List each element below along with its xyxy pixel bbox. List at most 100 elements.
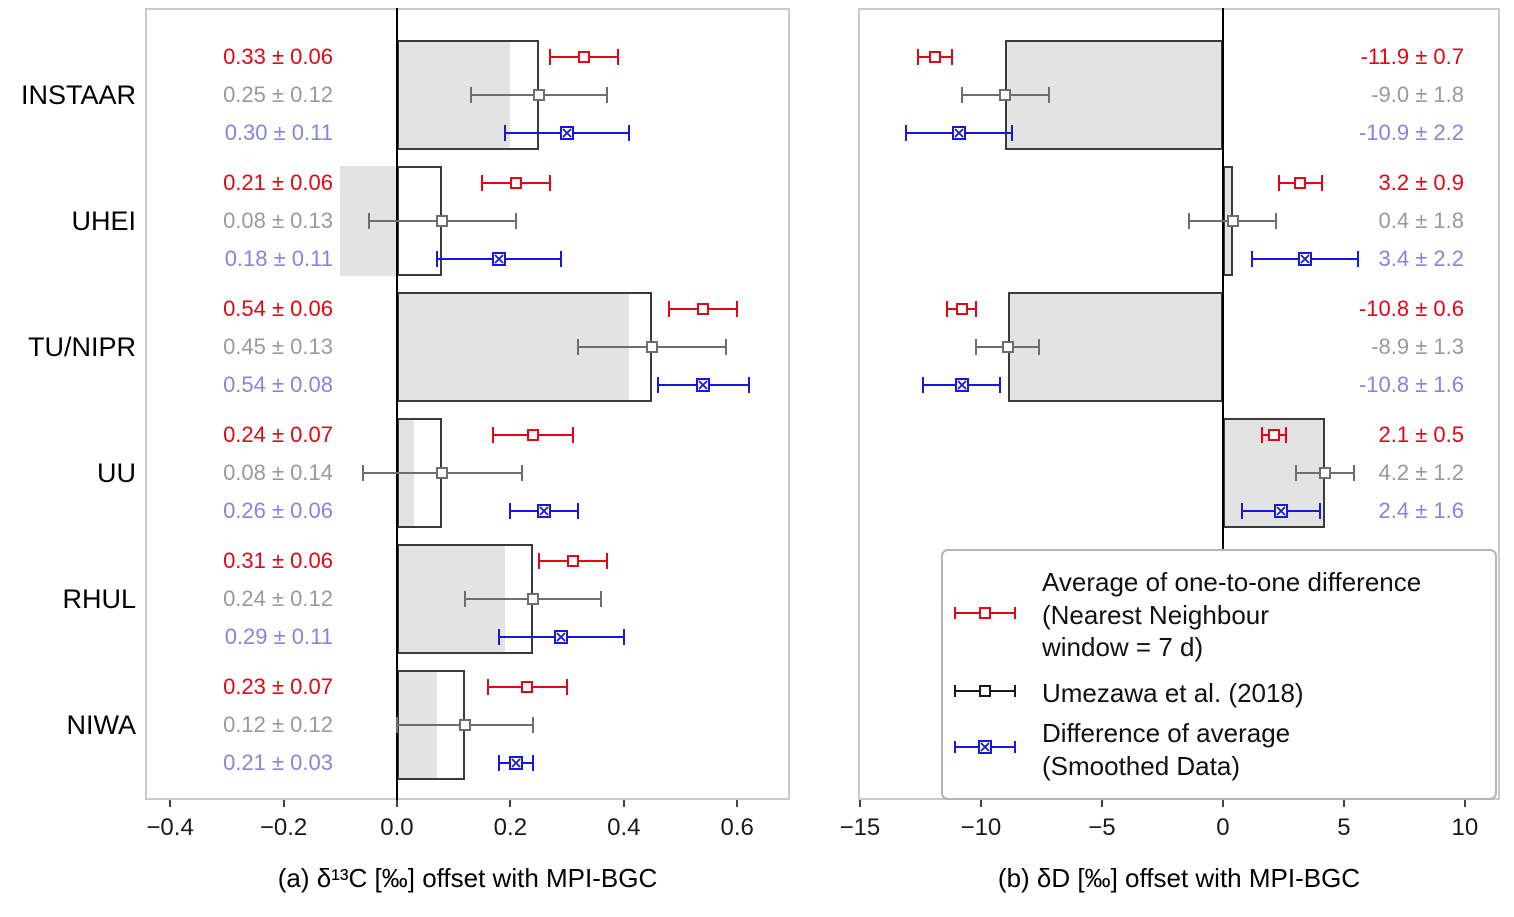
a-INSTAAR-umezawa-marker-square [532, 89, 545, 101]
axis-title-panel-a: (a) δ¹³C [‰] offset with MPI-BGC [277, 863, 658, 893]
a-RHUL-smoothed-errorbar-cap-lo [498, 629, 501, 645]
x-tick-a-2 [395, 800, 398, 807]
a-TU/NIPR-umezawa-marker-square [646, 341, 659, 353]
a-RHUL-umezawa-errorbar-cap-lo [464, 591, 466, 607]
a-INSTAAR-umezawa-errorbar-cap-lo [469, 87, 472, 103]
a-UHEI-umezawa-errorbar-cap-hi [515, 213, 518, 229]
b-INSTAAR-umezawa-errorbar-cap-lo [960, 87, 963, 103]
value-label-b-UHEI-smoothed: 3.4 ± 2.2 [1378, 246, 1464, 271]
y-label-NIWA: NIWA [66, 710, 137, 740]
x-tick-b-2 [1100, 800, 1103, 807]
bar-shaded-b-TU/NIPR [1007, 292, 1223, 402]
a-UU-nearest-marker-square [527, 429, 540, 441]
value-label-a-TU/NIPR-smoothed: 0.54 ± 0.08 [223, 372, 333, 397]
a-NIWA-smoothed-errorbar-cap-lo [498, 755, 501, 771]
legend-label-smoothed-line-2: (Smoothed Data) [1042, 751, 1240, 781]
x-tick-b-3 [1221, 800, 1224, 807]
y-label-TU/NIPR: TU/NIPR [28, 332, 136, 362]
x-tick-label-b-1: −10 [960, 814, 1002, 841]
b-TU/NIPR-nearest-errorbar-cap-hi [975, 301, 978, 317]
a-INSTAAR-nearest-errorbar-cap-lo [549, 49, 552, 65]
value-label-a-INSTAAR-nearest: 0.33 ± 0.06 [223, 44, 333, 69]
x-tick-label-b-5: 10 [1451, 814, 1479, 841]
zero-line-a [395, 8, 398, 800]
a-INSTAAR-nearest-errorbar-cap-hi [617, 49, 620, 65]
x-tick-label-a-5: 0.6 [720, 814, 754, 841]
legend-smoothed-errorbar-cap-hi [1014, 741, 1016, 753]
a-INSTAAR-nearest-marker-square [578, 51, 591, 63]
legend-umezawa-marker-square [979, 685, 991, 697]
b-UU-smoothed-errorbar-cap-lo [1241, 503, 1244, 519]
b-INSTAAR-nearest-marker-square [928, 51, 941, 63]
a-NIWA-nearest-errorbar-cap-hi [566, 679, 569, 695]
x-tick-a-0 [169, 800, 172, 807]
b-INSTAAR-nearest-errorbar-cap-hi [950, 49, 953, 65]
value-label-a-UHEI-umezawa: 0.08 ± 0.13 [223, 208, 333, 233]
legend-nearest-marker-square [979, 607, 991, 619]
x-tick-a-3 [509, 800, 512, 807]
y-label-UU: UU [97, 458, 136, 488]
b-UHEI-smoothed-errorbar-cap-hi [1357, 251, 1360, 267]
value-label-a-RHUL-smoothed: 0.29 ± 0.11 [224, 624, 333, 649]
a-RHUL-nearest-errorbar-cap-hi [605, 553, 608, 569]
b-UU-smoothed-errorbar-cap-hi [1318, 503, 1321, 519]
b-INSTAAR-umezawa-errorbar-cap-hi [1047, 87, 1050, 103]
a-NIWA-nearest-marker-square [521, 681, 534, 693]
value-label-a-NIWA-nearest: 0.23 ± 0.07 [223, 674, 333, 699]
a-UU-smoothed-errorbar-cap-hi [577, 503, 580, 519]
x-tick-a-5 [736, 800, 739, 807]
a-NIWA-smoothed-marker-x-square [509, 756, 524, 770]
value-label-a-UU-nearest: 0.24 ± 0.07 [223, 422, 333, 447]
x-tick-label-b-0: −15 [839, 814, 881, 841]
x-tick-label-b-3: 0 [1216, 814, 1230, 841]
value-label-a-UU-umezawa: 0.08 ± 0.14 [223, 460, 333, 485]
a-INSTAAR-umezawa-errorbar-cap-hi [605, 87, 608, 103]
b-TU/NIPR-nearest-errorbar-cap-lo [946, 301, 949, 317]
a-UHEI-smoothed-errorbar-cap-lo [435, 251, 438, 267]
y-label-INSTAAR: INSTAAR [20, 80, 136, 110]
a-UU-umezawa-errorbar-cap-lo [361, 465, 364, 481]
x-tick-a-4 [622, 800, 625, 807]
b-INSTAAR-smoothed-errorbar-cap-hi [1011, 125, 1014, 141]
a-RHUL-smoothed-errorbar-cap-hi [622, 629, 625, 645]
b-TU/NIPR-smoothed-errorbar-cap-hi [999, 377, 1002, 393]
x-tick-a-1 [282, 800, 285, 807]
value-label-b-UU-smoothed: 2.4 ± 1.6 [1378, 498, 1464, 523]
legend-nearest-errorbar-cap-lo [954, 607, 956, 619]
b-TU/NIPR-umezawa-errorbar-cap-hi [1038, 339, 1040, 355]
value-label-a-INSTAAR-smoothed: 0.30 ± 0.11 [224, 120, 333, 145]
value-label-b-INSTAAR-smoothed: -10.9 ± 2.2 [1358, 120, 1464, 145]
a-UHEI-umezawa-marker-square [436, 215, 449, 227]
a-UHEI-umezawa-errorbar-cap-lo [367, 213, 370, 229]
value-label-a-NIWA-umezawa: 0.12 ± 0.12 [223, 712, 333, 737]
a-UHEI-nearest-errorbar-cap-lo [481, 175, 484, 191]
legend-label-smoothed-line-1: Difference of average [1042, 718, 1291, 748]
a-NIWA-umezawa-errorbar-cap-lo [395, 717, 398, 733]
b-UHEI-umezawa-errorbar-cap-lo [1188, 213, 1191, 229]
a-RHUL-smoothed-marker-x-square [554, 630, 569, 644]
value-label-b-UU-umezawa: 4.2 ± 1.2 [1378, 460, 1464, 485]
value-label-b-UU-nearest: 2.1 ± 0.5 [1378, 422, 1464, 447]
value-label-b-INSTAAR-nearest: -11.9 ± 0.7 [1360, 44, 1464, 69]
axis-title-panel-b: (b) δD [‰] offset with MPI-BGC [997, 863, 1361, 893]
value-label-a-TU/NIPR-umezawa: 0.45 ± 0.13 [223, 334, 333, 359]
a-TU/NIPR-umezawa-errorbar-cap-hi [724, 339, 727, 355]
legend-umezawa-errorbar-line [955, 690, 1015, 692]
legend-nearest-errorbar-cap-hi [1014, 607, 1016, 619]
value-label-a-RHUL-umezawa: 0.24 ± 0.12 [223, 586, 333, 611]
a-RHUL-umezawa-errorbar-cap-hi [600, 591, 603, 607]
legend-label-nearest-line-3: window = 7 d) [1042, 632, 1204, 662]
a-INSTAAR-smoothed-errorbar-cap-lo [503, 125, 506, 141]
a-TU/NIPR-smoothed-errorbar-cap-lo [656, 377, 659, 393]
value-label-a-UHEI-smoothed: 0.18 ± 0.11 [224, 246, 333, 271]
value-label-b-INSTAAR-umezawa: -9.0 ± 1.8 [1371, 82, 1464, 107]
b-UU-nearest-errorbar-cap-lo [1260, 427, 1263, 443]
value-label-b-UHEI-nearest: 3.2 ± 0.9 [1378, 170, 1464, 195]
value-label-a-TU/NIPR-nearest: 0.54 ± 0.06 [223, 296, 333, 321]
a-UHEI-smoothed-errorbar-cap-hi [560, 251, 563, 267]
a-NIWA-umezawa-errorbar-cap-hi [532, 717, 535, 733]
x-tick-label-a-0: −0.4 [146, 814, 194, 841]
x-tick-label-b-4: 5 [1337, 814, 1351, 841]
a-TU/NIPR-nearest-errorbar-cap-hi [736, 301, 739, 317]
b-INSTAAR-umezawa-marker-square [999, 89, 1012, 101]
